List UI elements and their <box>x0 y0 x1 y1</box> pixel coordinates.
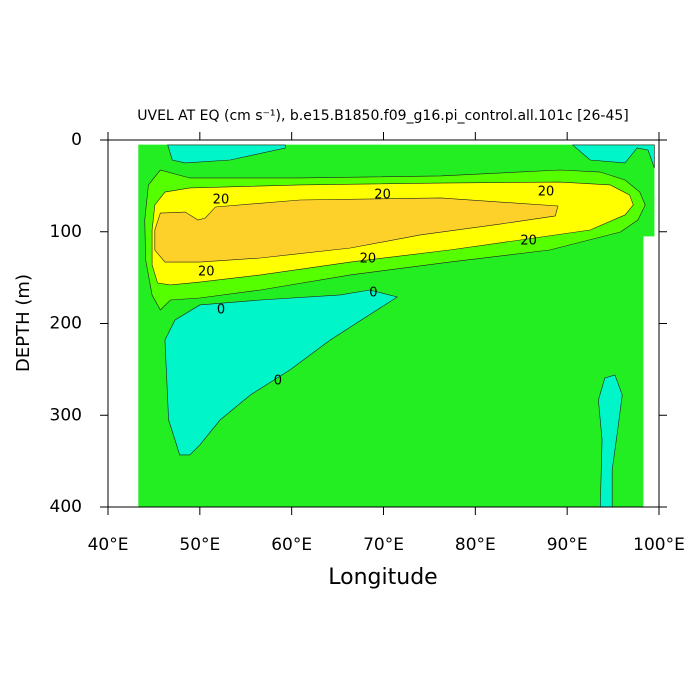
y-tick-label: 400 <box>50 497 82 517</box>
contour-region <box>154 197 559 263</box>
contour-label: 0 <box>217 303 225 318</box>
contour-region <box>164 289 399 456</box>
contour-label: 20 <box>198 265 215 280</box>
x-tick-label: 100°E <box>633 535 685 555</box>
x-tick-label: 40°E <box>88 535 129 555</box>
contour-label: 20 <box>213 193 230 208</box>
x-axis-label: Longitude <box>328 565 437 590</box>
contour-label: 20 <box>520 234 537 249</box>
contour-label: 0 <box>369 286 377 301</box>
contour-label: 0 <box>274 374 282 389</box>
contour-label: 20 <box>374 187 391 202</box>
x-tick-label: 60°E <box>271 535 312 555</box>
y-axis-label: DEPTH (m) <box>13 274 34 372</box>
contour-region <box>167 144 286 164</box>
x-tick-label: 70°E <box>363 535 404 555</box>
y-tick-label: 200 <box>50 314 82 334</box>
x-tick-label: 80°E <box>455 535 496 555</box>
y-tick-label: 100 <box>50 222 82 242</box>
contour-region <box>598 374 623 508</box>
x-tick-label: 50°E <box>179 535 220 555</box>
contour-region <box>571 144 655 169</box>
y-tick-label: 0 <box>71 130 82 150</box>
x-tick-label: 90°E <box>547 535 588 555</box>
contour-label: 20 <box>538 185 555 200</box>
y-tick-label: 300 <box>50 405 82 425</box>
contour-label: 20 <box>360 251 377 266</box>
chart-title: UVEL AT EQ (cm s⁻¹), b.e15.B1850.f09_g16… <box>137 108 628 124</box>
